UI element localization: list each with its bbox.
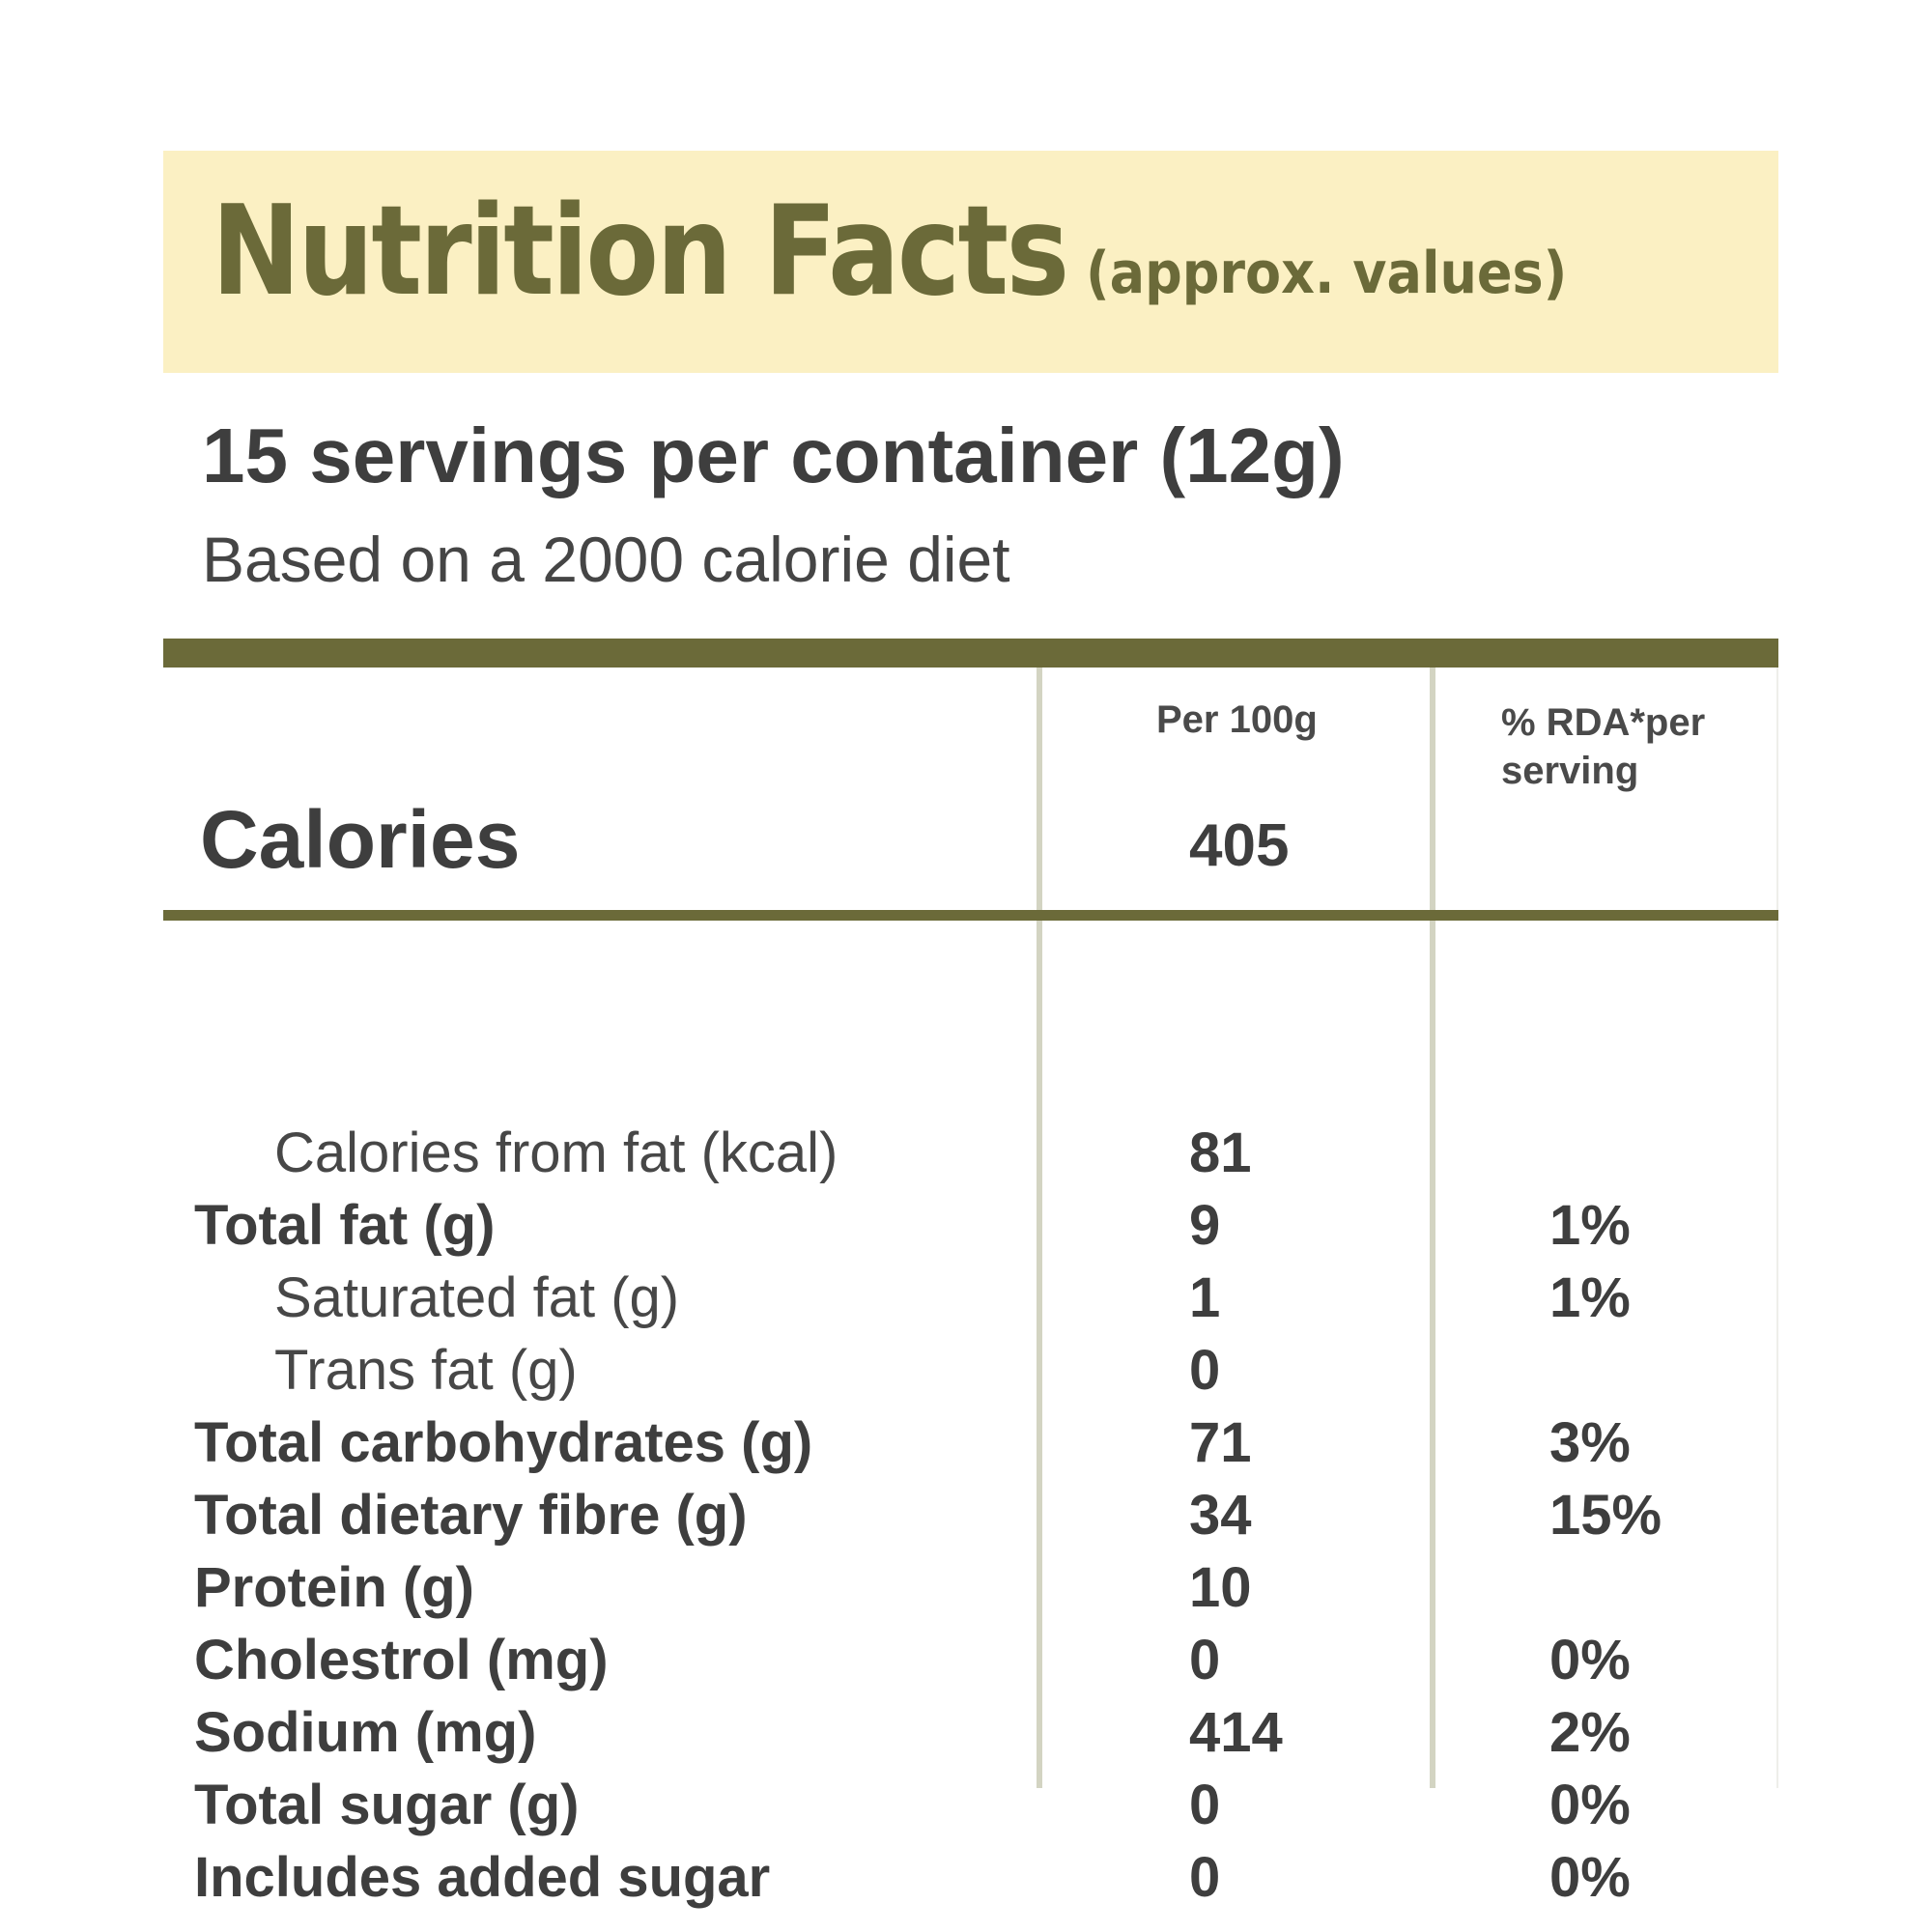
- nutrient-row-sodium: Sodium (mg) 414 2%: [163, 1696, 1778, 1769]
- nutrient-table: Calories from fat (kcal) 81 Total fat (g…: [163, 1117, 1778, 1914]
- thick-divider: [163, 639, 1778, 668]
- diet-basis: Based on a 2000 calorie diet: [202, 524, 1010, 595]
- label-subtitle: (approx. values): [1086, 240, 1568, 307]
- nutrition-label: Nutrition Facts (approx. values) 15 serv…: [163, 151, 1778, 1909]
- nutrient-rda: 0%: [1549, 1629, 1631, 1691]
- nutrient-label: Total sugar (g): [194, 1774, 580, 1836]
- nutrient-value: 71: [1189, 1411, 1252, 1474]
- nutrient-label: Cholestrol (mg): [194, 1629, 609, 1691]
- calories-label: Calories: [200, 794, 521, 885]
- nutrient-label: Total fat (g): [194, 1194, 496, 1257]
- nutrient-value: 414: [1189, 1701, 1283, 1764]
- nutrient-value: 81: [1189, 1122, 1252, 1184]
- nutrient-rda: 1%: [1549, 1194, 1631, 1257]
- nutrient-label: Protein (g): [194, 1556, 474, 1619]
- nutrient-row-total-sugar: Total sugar (g) 0 0%: [163, 1769, 1778, 1841]
- nutrient-value: 0: [1189, 1774, 1221, 1836]
- nutrient-row-protein: Protein (g) 10: [163, 1551, 1778, 1624]
- nutrient-value: 34: [1189, 1484, 1252, 1547]
- calories-value: 405: [1189, 812, 1290, 879]
- nutrient-label: Sodium (mg): [194, 1701, 537, 1764]
- column-header-per-100g: Per 100g: [1156, 698, 1318, 741]
- nutrient-value: 0: [1189, 1629, 1221, 1691]
- nutrient-row-saturated-fat: Saturated fat (g) 1 1%: [163, 1262, 1778, 1334]
- label-title: Nutrition Facts: [212, 180, 1069, 324]
- title-band: Nutrition Facts (approx. values): [163, 151, 1778, 373]
- nutrient-label: Saturated fat (g): [274, 1266, 680, 1329]
- nutrient-value: 0: [1189, 1339, 1221, 1402]
- nutrient-row-trans-fat: Trans fat (g) 0: [163, 1334, 1778, 1406]
- medium-divider: [163, 910, 1778, 921]
- nutrient-value: 0: [1189, 1846, 1221, 1909]
- nutrient-rda: 3%: [1549, 1411, 1631, 1474]
- right-edge-line: [1776, 668, 1778, 1788]
- nutrient-rda: 2%: [1549, 1701, 1631, 1764]
- nutrient-label: Total carbohydrates (g): [194, 1411, 813, 1474]
- nutrient-row-total-fat: Total fat (g) 9 1%: [163, 1189, 1778, 1262]
- nutrient-rda: 0%: [1549, 1846, 1631, 1909]
- column-divider-rda: [1430, 668, 1435, 1788]
- nutrient-rda: 0%: [1549, 1774, 1631, 1836]
- nutrient-row-added-sugar: Includes added sugar 0 0%: [163, 1841, 1778, 1914]
- nutrient-row-cholestrol: Cholestrol (mg) 0 0%: [163, 1624, 1778, 1696]
- column-divider-per-100g: [1037, 668, 1042, 1788]
- servings-per-container: 15 servings per container (12g): [202, 412, 1345, 498]
- nutrient-rda: 15%: [1549, 1484, 1662, 1547]
- nutrient-rda: 1%: [1549, 1266, 1631, 1329]
- nutrient-row-dietary-fibre: Total dietary fibre (g) 34 15%: [163, 1479, 1778, 1551]
- nutrient-row-calories-from-fat: Calories from fat (kcal) 81: [163, 1117, 1778, 1189]
- nutrient-label: Calories from fat (kcal): [274, 1122, 838, 1184]
- nutrient-label: Total dietary fibre (g): [194, 1484, 748, 1547]
- nutrient-value: 1: [1189, 1266, 1221, 1329]
- nutrient-label: Includes added sugar: [194, 1846, 771, 1909]
- column-header-rda: % RDA*per serving: [1501, 701, 1706, 792]
- nutrient-row-total-carbohydrates: Total carbohydrates (g) 71 3%: [163, 1406, 1778, 1479]
- nutrient-value: 10: [1189, 1556, 1252, 1619]
- nutrient-value: 9: [1189, 1194, 1221, 1257]
- nutrient-label: Trans fat (g): [274, 1339, 578, 1402]
